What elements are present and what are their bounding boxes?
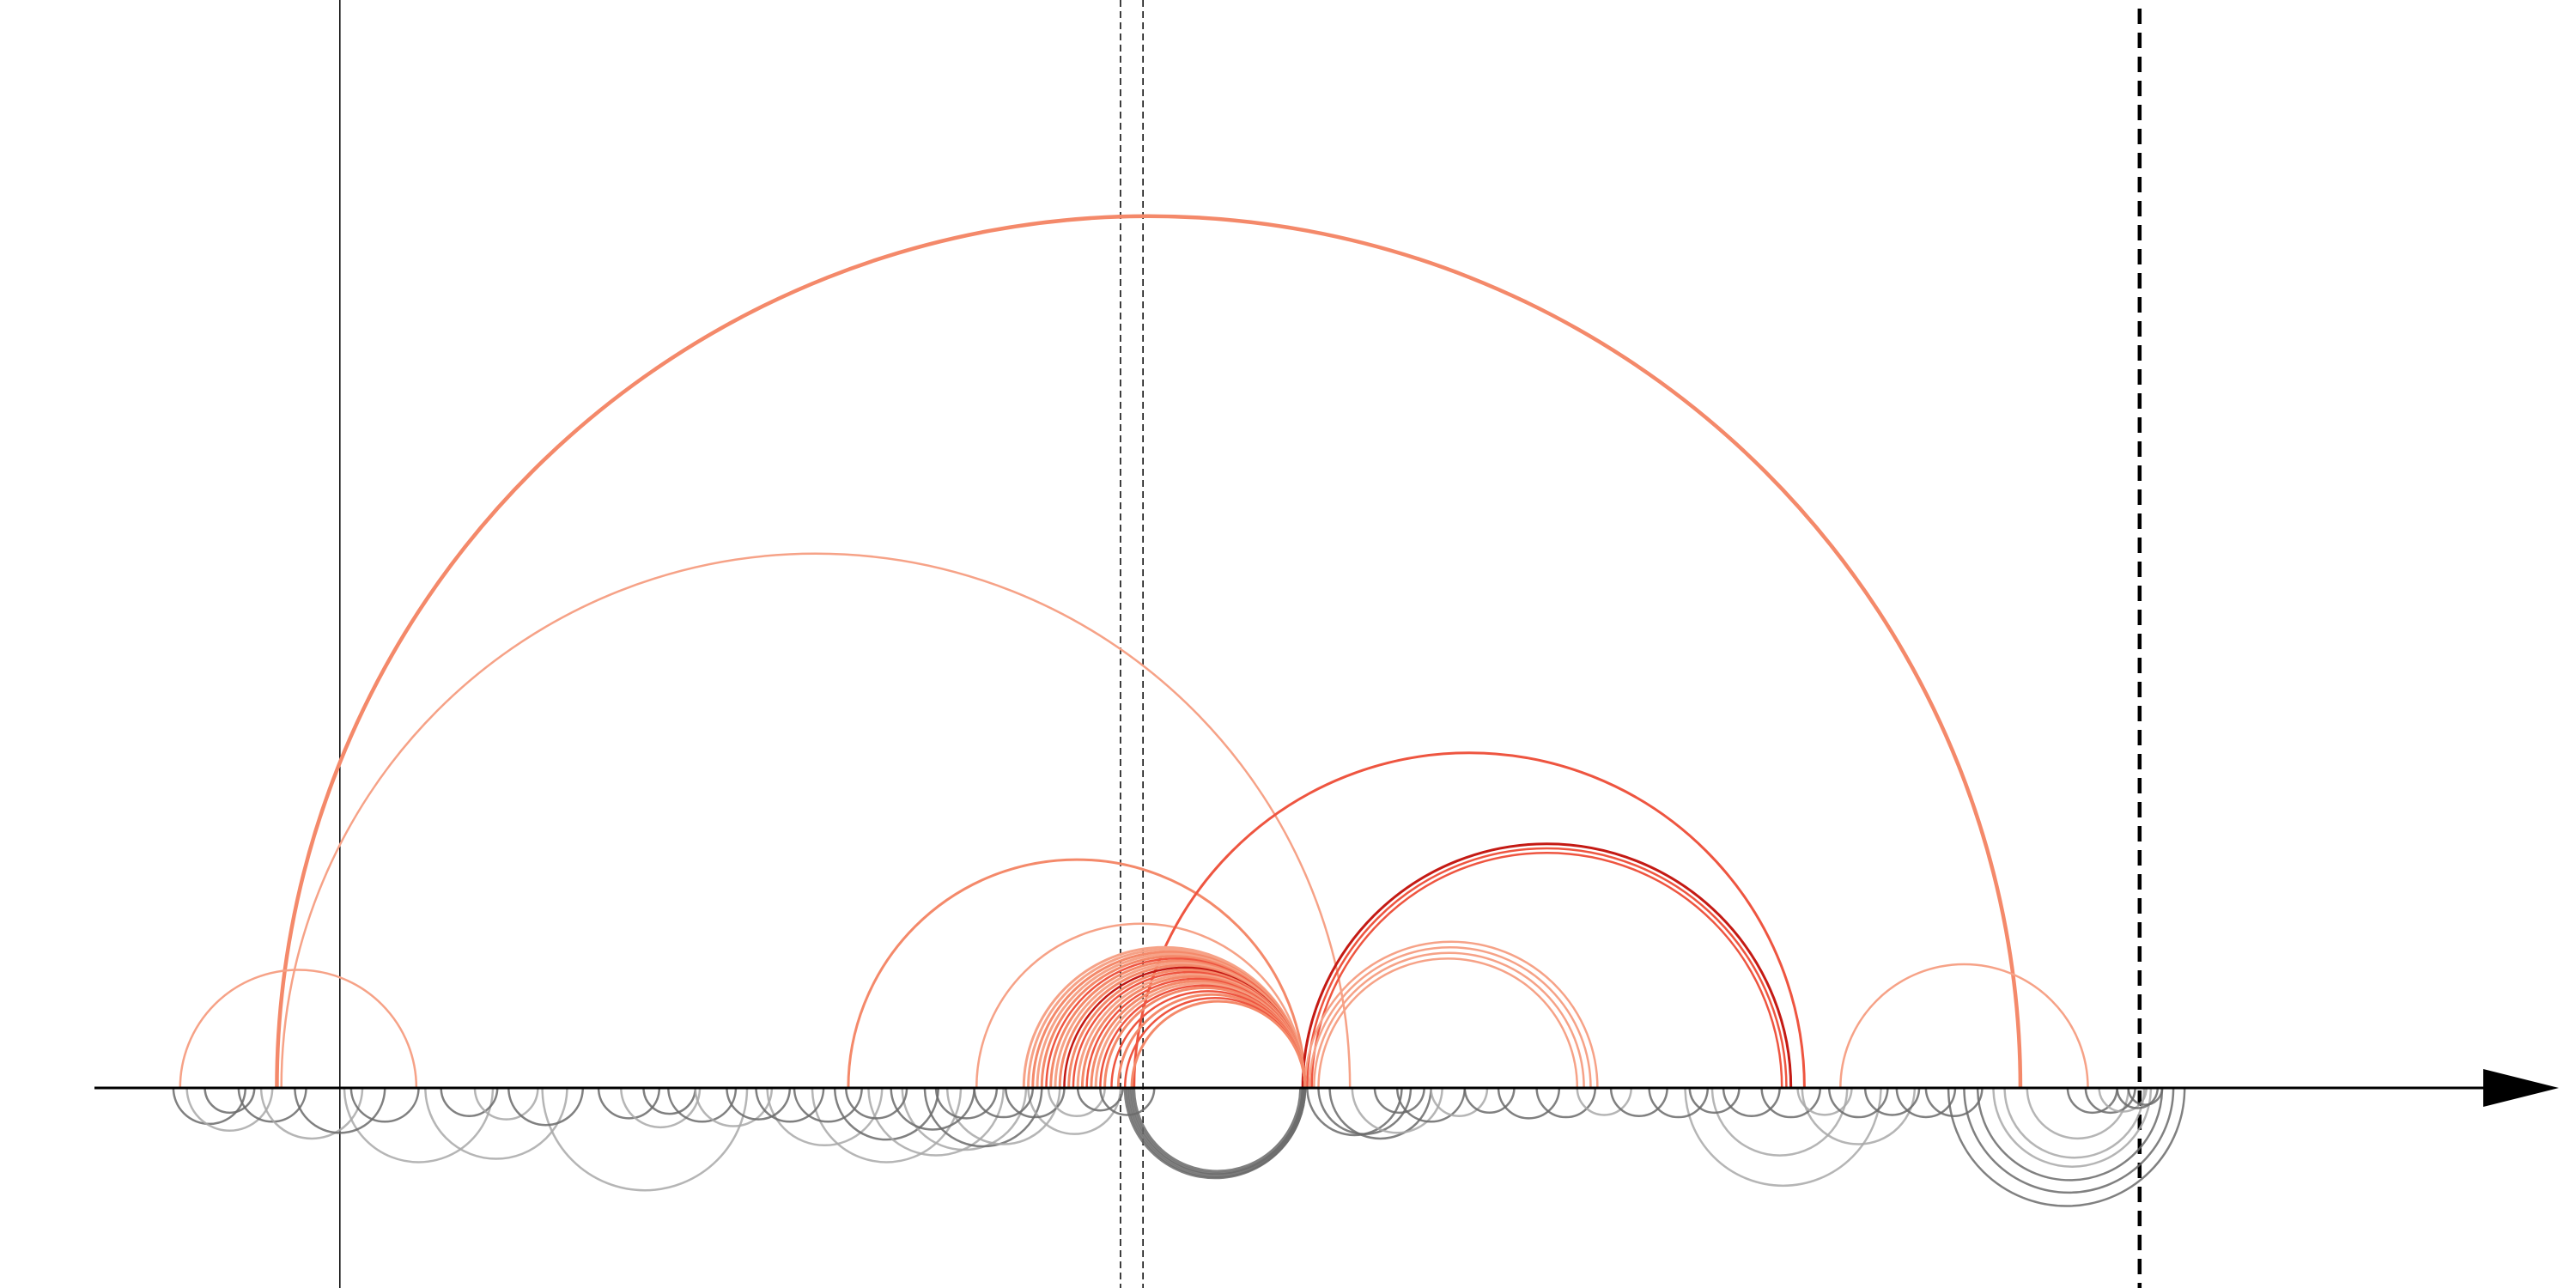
arc-below <box>2066 1087 2118 1114</box>
arc-below <box>343 1087 495 1163</box>
arc-below <box>541 1087 749 1192</box>
arc-below <box>2116 1087 2160 1109</box>
axis-arrowhead <box>2483 1069 2559 1107</box>
arc-below <box>766 1087 884 1146</box>
arc-below <box>1463 1087 1516 1114</box>
arc-below <box>2127 1087 2164 1106</box>
arc-below <box>172 1087 247 1126</box>
arc-below <box>1710 1087 1849 1157</box>
arc-below <box>793 1087 863 1123</box>
arc-below <box>1430 1087 1489 1117</box>
arc-above <box>1313 951 1585 1089</box>
arc-below <box>1133 1087 1303 1173</box>
arc-below <box>945 1087 1061 1145</box>
arc-below <box>2098 1087 2148 1113</box>
arc-below <box>349 1087 420 1123</box>
arc-below <box>1992 1087 2153 1168</box>
arc-below <box>833 1087 939 1141</box>
arc-below <box>755 1087 825 1123</box>
arc-below <box>507 1087 585 1127</box>
arc-below <box>1126 1087 1307 1178</box>
arc-above <box>280 552 1352 1089</box>
arc-below <box>1099 1087 1156 1116</box>
x-axis <box>94 1069 2559 1107</box>
arc-below <box>237 1087 307 1123</box>
arc-below <box>424 1087 568 1160</box>
arc-below <box>1963 1087 2175 1194</box>
arc-below <box>1535 1087 1597 1119</box>
arc-below <box>1976 1087 2164 1182</box>
arc-below <box>1796 1087 1853 1116</box>
arc-below <box>1005 1087 1066 1119</box>
arc-above <box>847 858 1307 1089</box>
arcs-above-axis <box>179 214 2089 1089</box>
arc-above <box>1308 946 1592 1089</box>
arc-above <box>275 214 2023 1089</box>
arc-above <box>1301 842 1793 1089</box>
arc-above <box>1839 963 2089 1089</box>
arc-above <box>1306 847 1788 1089</box>
arcs-below-axis <box>172 1087 2186 1207</box>
arc-below <box>667 1087 738 1123</box>
arc-below <box>934 1087 999 1120</box>
arc-below <box>1863 1087 1921 1116</box>
arc-above <box>1303 940 1599 1089</box>
arc-above <box>1133 751 1806 1089</box>
arc-below <box>473 1087 539 1121</box>
arc-below <box>1076 1087 1124 1112</box>
arc-above <box>179 969 418 1089</box>
arc-above <box>975 922 1307 1089</box>
arc-below <box>890 1087 975 1131</box>
arc-below <box>726 1087 792 1121</box>
arc-below <box>620 1087 702 1129</box>
arc-below <box>1123 1087 1307 1180</box>
arc-below <box>185 1087 274 1132</box>
arc-below <box>694 1087 774 1127</box>
arc-below <box>1127 1087 1304 1176</box>
arc-below <box>1648 1087 1710 1119</box>
arc-below <box>1760 1087 1822 1119</box>
arc-above <box>1310 852 1783 1089</box>
arc-below <box>597 1087 661 1120</box>
arc-below <box>1924 1087 1984 1117</box>
arc-below <box>1684 1087 1882 1188</box>
arc-below <box>1947 1087 2186 1207</box>
arc-below <box>1688 1087 1741 1114</box>
arc-below <box>1130 1087 1304 1176</box>
arc-below <box>440 1087 499 1117</box>
arc-below <box>973 1087 1035 1119</box>
arc-below <box>259 1087 364 1140</box>
arc-below <box>2003 1087 2146 1159</box>
arc-above <box>1317 957 1579 1089</box>
arc-below <box>1827 1087 1889 1119</box>
arc-below <box>1395 1087 1467 1123</box>
arc-below <box>901 1087 1028 1151</box>
arc-below <box>1895 1087 1957 1119</box>
arc-below <box>1027 1087 1122 1135</box>
arc-below <box>294 1087 386 1134</box>
arc-below <box>1497 1087 1561 1120</box>
arc-below <box>1722 1087 1781 1117</box>
arc-below <box>1317 1087 1413 1135</box>
arc-below <box>1609 1087 1668 1117</box>
arc-below <box>642 1087 697 1115</box>
arc-below <box>1047 1087 1106 1117</box>
arc-below <box>1576 1087 1632 1116</box>
arc-above <box>1130 999 1307 1089</box>
arc-below <box>204 1087 256 1114</box>
arc-below <box>1328 1087 1432 1140</box>
marker-lines <box>339 0 2142 1288</box>
arc-below <box>1306 1087 1403 1137</box>
arc-below <box>845 1087 908 1120</box>
arc-below <box>1373 1087 1425 1114</box>
